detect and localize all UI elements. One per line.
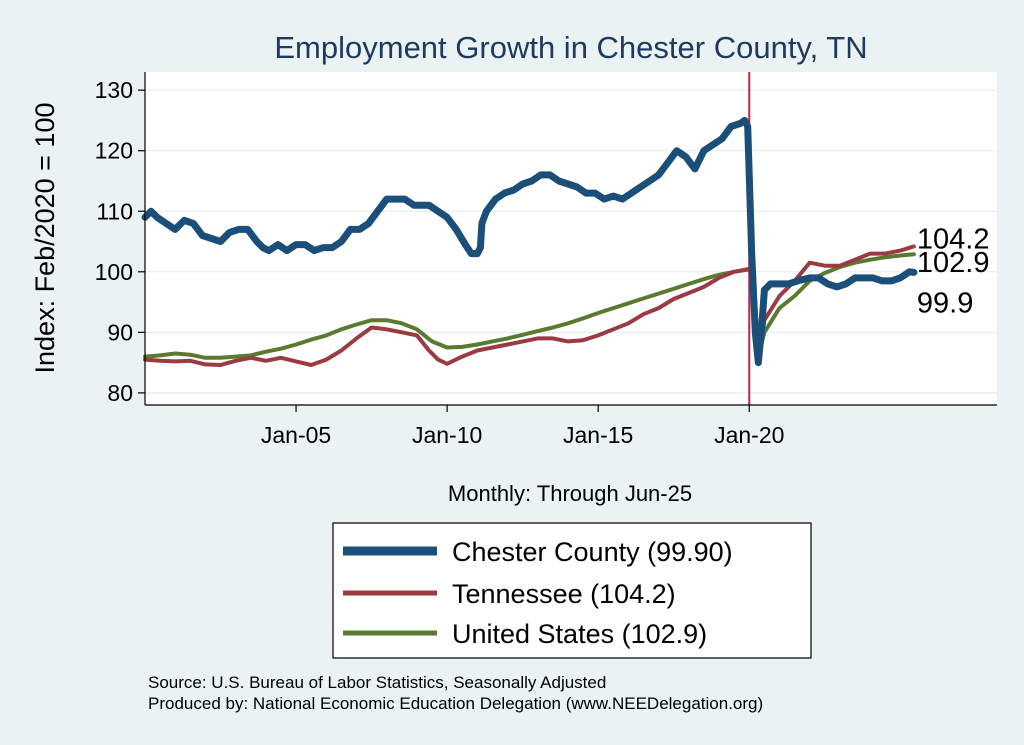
end-label-united-states: 102.9 [917,247,990,279]
y-tick-label-80: 80 [107,380,133,406]
x-tick-label-Jan-15: Jan-15 [563,422,633,448]
legend-label-us: United States (102.9) [452,619,707,649]
series-line-united-states [143,252,916,360]
x-tick-label-Jan-10: Jan-10 [412,422,482,448]
gridlines [145,89,997,394]
end-label-tennessee: 104.2 [917,223,990,255]
end-label-chester-county: 99.9 [917,287,973,319]
plot-area [145,72,997,405]
legend: Chester County (99.90) Tennessee (104.2)… [332,522,812,659]
series-line-tennessee [143,244,916,367]
x-tick-label-Jan-05: Jan-05 [261,422,331,448]
y-axis-label: Index: Feb/2020 = 100 [30,103,60,374]
legend-label-tennessee: Tennessee (104.2) [452,579,676,609]
y-tick-label-100: 100 [95,259,133,285]
source-line-2: Produced by: National Economic Education… [148,694,763,713]
series-line-chester-county [141,116,918,367]
y-ticks: 80 90 100 110 120 130 [95,77,145,406]
x-ticks: Jan-05 Jan-10 Jan-15 Jan-20 [261,405,784,448]
y-tick-label-110: 110 [96,198,133,224]
y-tick-label-120: 120 [95,138,133,164]
x-tick-label-Jan-20: Jan-20 [714,422,784,448]
y-tick-label-130: 130 [95,77,133,103]
x-axis-label: Monthly: Through Jun-25 [448,481,692,506]
legend-label-chester: Chester County (99.90) [452,537,733,567]
chart-title: Employment Growth in Chester County, TN [274,30,867,65]
series-layer [141,116,918,367]
source-line-1: Source: U.S. Bureau of Labor Statistics,… [148,673,606,692]
y-tick-label-90: 90 [107,319,133,345]
